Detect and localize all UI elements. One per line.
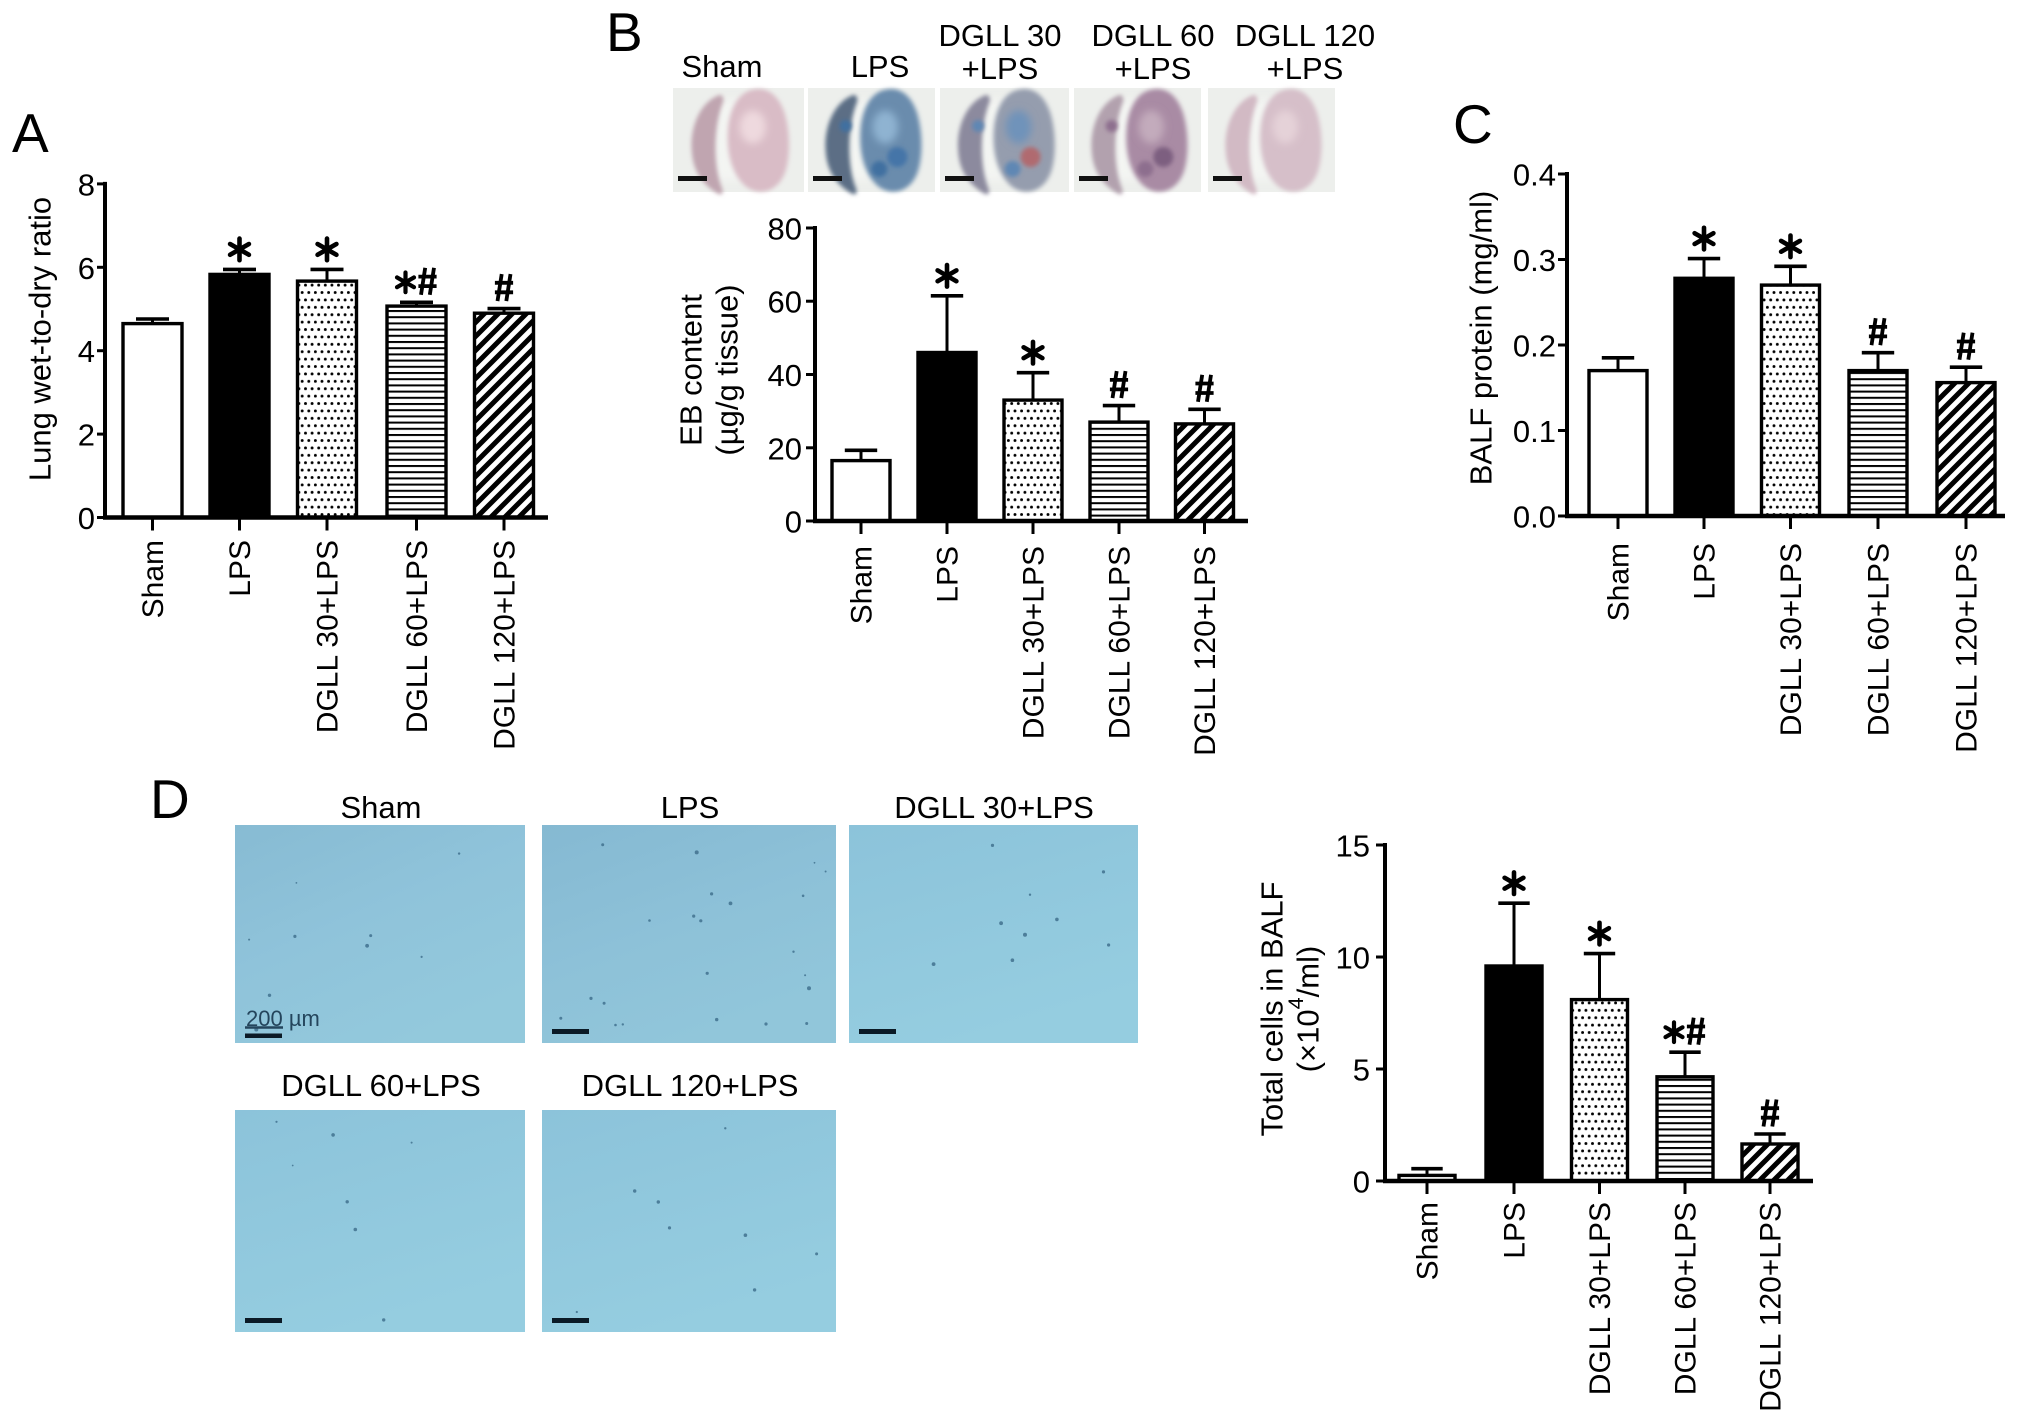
svg-text:DGLL 120+LPS: DGLL 120+LPS [1189, 546, 1222, 756]
svg-text:Sham: Sham [341, 790, 422, 825]
svg-text:BALF protein (mg/ml): BALF protein (mg/ml) [1464, 191, 1499, 486]
svg-text:LPS: LPS [224, 540, 257, 597]
svg-text:DGLL 60+LPS: DGLL 60+LPS [1863, 543, 1896, 736]
svg-text:Sham: Sham [137, 540, 170, 618]
svg-text:+LPS: +LPS [1267, 51, 1344, 86]
svg-text:DGLL 30+LPS: DGLL 30+LPS [1775, 543, 1808, 736]
svg-text:DGLL 120+LPS: DGLL 120+LPS [489, 540, 522, 750]
svg-text:Sham: Sham [1412, 1202, 1445, 1280]
svg-text:DGLL 120: DGLL 120 [1235, 18, 1375, 53]
svg-text:0.4: 0.4 [1513, 158, 1556, 193]
svg-text:Total cells in BALF: Total cells in BALF [1255, 882, 1290, 1137]
svg-text:DGLL 60: DGLL 60 [1092, 18, 1215, 53]
svg-text:Sham: Sham [846, 546, 879, 624]
svg-text:80: 80 [768, 212, 802, 247]
svg-text:0: 0 [1353, 1165, 1370, 1200]
svg-text:+LPS: +LPS [962, 51, 1039, 86]
svg-text:6: 6 [78, 251, 95, 286]
svg-text:DGLL 60+LPS: DGLL 60+LPS [281, 1068, 481, 1103]
svg-text:LPS: LPS [1499, 1202, 1532, 1259]
svg-text:5: 5 [1353, 1053, 1370, 1088]
svg-text:DGLL 60+LPS: DGLL 60+LPS [401, 540, 434, 733]
svg-text:LPS: LPS [1689, 543, 1722, 600]
svg-text:DGLL 120+LPS: DGLL 120+LPS [582, 1068, 799, 1103]
svg-text:0: 0 [78, 501, 95, 536]
svg-text:DGLL 30+LPS: DGLL 30+LPS [1018, 546, 1051, 739]
svg-text:A: A [12, 102, 49, 164]
svg-text:0.2: 0.2 [1513, 329, 1556, 364]
svg-text:Sham: Sham [682, 49, 763, 84]
svg-text:2: 2 [78, 418, 95, 453]
svg-text:+LPS: +LPS [1115, 51, 1192, 86]
svg-text:10: 10 [1336, 941, 1370, 976]
svg-text:DGLL 120+LPS: DGLL 120+LPS [1755, 1202, 1788, 1412]
svg-text:LPS: LPS [851, 49, 910, 84]
svg-text:0: 0 [785, 505, 802, 540]
svg-text:40: 40 [768, 358, 802, 393]
svg-text:EB content: EB content [674, 294, 709, 446]
svg-text:60: 60 [768, 285, 802, 320]
svg-text:(µg/g tissue): (µg/g tissue) [710, 284, 745, 455]
svg-text:DGLL 120+LPS: DGLL 120+LPS [1951, 543, 1984, 753]
svg-text:0.0: 0.0 [1513, 500, 1556, 535]
svg-text:8: 8 [78, 167, 95, 202]
svg-text:DGLL 30: DGLL 30 [939, 18, 1062, 53]
svg-text:DGLL 60+LPS: DGLL 60+LPS [1670, 1202, 1703, 1395]
svg-text:D: D [150, 768, 190, 830]
svg-text:Sham: Sham [1603, 543, 1636, 621]
svg-text:15: 15 [1336, 829, 1370, 864]
svg-text:4: 4 [78, 334, 95, 369]
svg-text:B: B [606, 1, 643, 63]
svg-text:Lung wet-to-dry ratio: Lung wet-to-dry ratio [23, 197, 58, 481]
svg-text:DGLL 60+LPS: DGLL 60+LPS [1104, 546, 1137, 739]
svg-text:C: C [1453, 93, 1493, 155]
svg-text:DGLL 30+LPS: DGLL 30+LPS [894, 790, 1094, 825]
svg-text:20: 20 [768, 431, 802, 466]
svg-text:0.3: 0.3 [1513, 243, 1556, 278]
svg-text:LPS: LPS [932, 546, 965, 603]
svg-text:0.1: 0.1 [1513, 414, 1556, 449]
svg-text:DGLL 30+LPS: DGLL 30+LPS [312, 540, 345, 733]
svg-text:DGLL 30+LPS: DGLL 30+LPS [1584, 1202, 1617, 1395]
svg-text:LPS: LPS [661, 790, 720, 825]
